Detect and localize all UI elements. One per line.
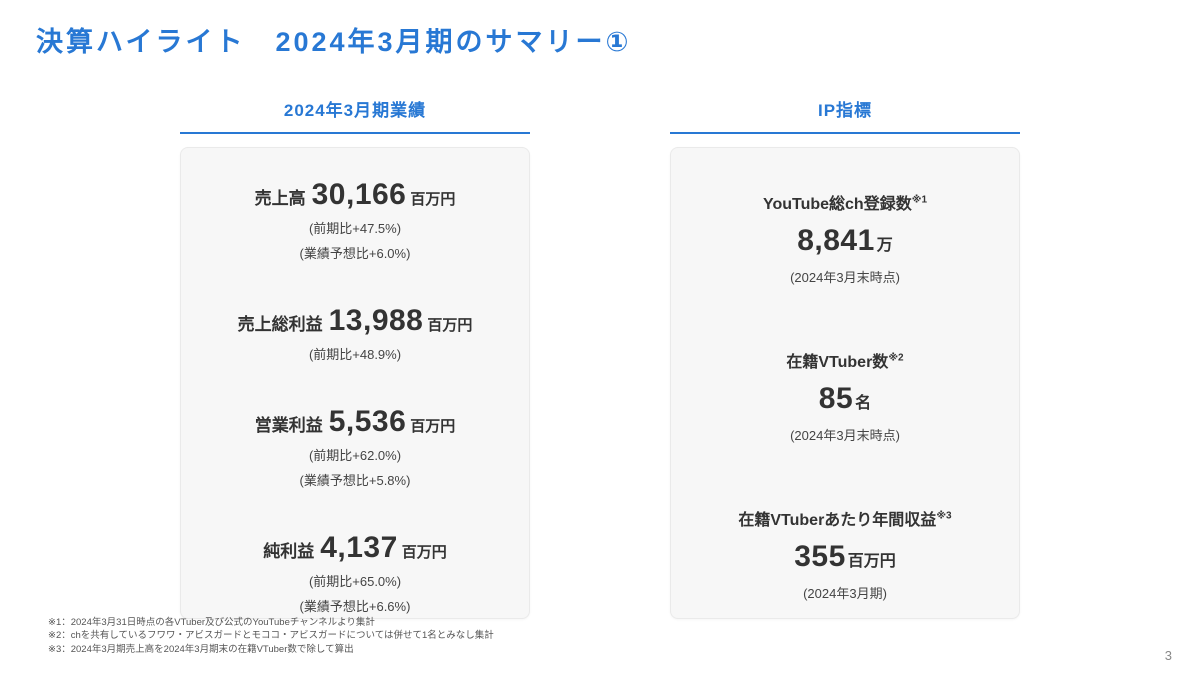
ip-note: (2024年3月末時点) bbox=[790, 428, 900, 443]
metric-note-forecast: (業績予想比+5.8%) bbox=[299, 473, 411, 488]
page-title: 決算ハイライト 2024年3月期のサマリー① bbox=[36, 27, 632, 57]
metric-note-yoy: (前期比+65.0%) bbox=[308, 574, 402, 589]
metric-note-yoy: (前期比+47.5%) bbox=[308, 221, 402, 236]
metric-main-line: 純利益 4,137 百万円 bbox=[181, 531, 529, 565]
financials-card: 売上高 30,166 百万円 (前期比+47.5%) (業績予想比+6.0%) … bbox=[180, 147, 530, 619]
metric-label: 売上総利益 bbox=[237, 315, 323, 334]
ip-group-revenue-per-vtuber: 在籍VTuberあたり年間収益※3 355 百万円 (2024年3月期) bbox=[671, 506, 1019, 602]
metric-main-line: 売上総利益 13,988 百万円 bbox=[181, 304, 529, 338]
metric-main-line: 売上高 30,166 百万円 bbox=[181, 178, 529, 212]
ip-label-text: YouTube総ch登録数 bbox=[762, 196, 912, 213]
metric-gross-profit: 売上総利益 13,988 百万円 (前期比+48.9%) bbox=[181, 304, 529, 363]
ip-value: 355 bbox=[794, 540, 846, 573]
metric-value: 5,536 bbox=[328, 405, 407, 438]
ip-unit: 名 bbox=[855, 395, 872, 412]
metric-main-line: 営業利益 5,536 百万円 bbox=[181, 405, 529, 439]
footnote-ref: ※3 bbox=[936, 510, 952, 522]
metric-note-yoy: (前期比+48.9%) bbox=[308, 347, 402, 362]
ip-value-line: 355 百万円 bbox=[671, 540, 1019, 574]
footnote-1: ※1：2024年3月31日時点の各VTuber及び公式のYouTubeチャンネル… bbox=[48, 616, 375, 628]
metric-note-forecast: (業績予想比+6.0%) bbox=[299, 246, 411, 261]
ip-label-text: 在籍VTuber数 bbox=[786, 354, 889, 371]
ip-note: (2024年3月期) bbox=[803, 586, 887, 601]
ip-label: 在籍VTuber数※2 bbox=[671, 348, 1019, 372]
metric-note-forecast: (業績予想比+6.6%) bbox=[299, 599, 411, 614]
metric-value: 4,137 bbox=[320, 531, 398, 564]
metric-value: 30,166 bbox=[311, 178, 407, 211]
metric-unit: 百万円 bbox=[410, 418, 456, 435]
page-number: 3 bbox=[1164, 648, 1172, 663]
footnote-ref: ※1 bbox=[911, 194, 928, 206]
footnote-2: ※2：chを共有しているフワワ・アビスガードとモココ・アビスガードについては併せ… bbox=[48, 630, 494, 642]
ip-note: (2024年3月末時点) bbox=[790, 270, 900, 285]
financials-section: 2024年3月期業績 売上高 30,166 百万円 (前期比+47.5%) (業… bbox=[180, 96, 530, 619]
financials-header: 2024年3月期業績 bbox=[180, 96, 530, 134]
ip-unit: 百万円 bbox=[847, 553, 896, 570]
metric-label: 売上高 bbox=[254, 189, 306, 208]
metric-note-yoy: (前期比+62.0%) bbox=[308, 448, 402, 463]
ip-label: YouTube総ch登録数※1 bbox=[671, 190, 1019, 214]
footnote-3: ※3：2024年3月期売上高を2024年3月期末の在籍VTuber数で除して算出 bbox=[48, 644, 354, 656]
metric-operating-profit: 営業利益 5,536 百万円 (前期比+62.0%) (業績予想比+5.8%) bbox=[181, 405, 529, 489]
metric-unit: 百万円 bbox=[427, 317, 473, 334]
ip-group-vtuber-count: 在籍VTuber数※2 85 名 (2024年3月末時点) bbox=[671, 348, 1019, 444]
ip-group-youtube-subscribers: YouTube総ch登録数※1 8,841 万 (2024年3月末時点) bbox=[671, 190, 1019, 286]
metric-net-sales: 売上高 30,166 百万円 (前期比+47.5%) (業績予想比+6.0%) bbox=[181, 178, 529, 262]
metric-label: 純利益 bbox=[263, 542, 315, 561]
ip-value: 8,841 bbox=[797, 224, 875, 257]
ip-header: IP指標 bbox=[670, 96, 1020, 134]
ip-unit: 万 bbox=[876, 237, 893, 254]
ip-value-line: 8,841 万 bbox=[671, 224, 1019, 258]
ip-value: 85 bbox=[818, 382, 854, 415]
metric-unit: 百万円 bbox=[401, 544, 447, 561]
ip-section: IP指標 YouTube総ch登録数※1 8,841 万 (2024年3月末時点… bbox=[670, 96, 1020, 619]
metric-unit: 百万円 bbox=[410, 191, 456, 208]
metric-net-profit: 純利益 4,137 百万円 (前期比+65.0%) (業績予想比+6.6%) bbox=[181, 531, 529, 615]
ip-label: 在籍VTuberあたり年間収益※3 bbox=[671, 506, 1019, 530]
ip-value-line: 85 名 bbox=[671, 382, 1019, 416]
metric-value: 13,988 bbox=[328, 304, 424, 337]
footnote-ref: ※2 bbox=[888, 352, 904, 364]
metric-label: 営業利益 bbox=[254, 416, 323, 435]
ip-label-text: 在籍VTuberあたり年間収益 bbox=[738, 512, 937, 529]
footnotes: ※1：2024年3月31日時点の各VTuber及び公式のYouTubeチャンネル… bbox=[48, 616, 494, 657]
ip-card: YouTube総ch登録数※1 8,841 万 (2024年3月末時点) 在籍V… bbox=[670, 147, 1020, 619]
